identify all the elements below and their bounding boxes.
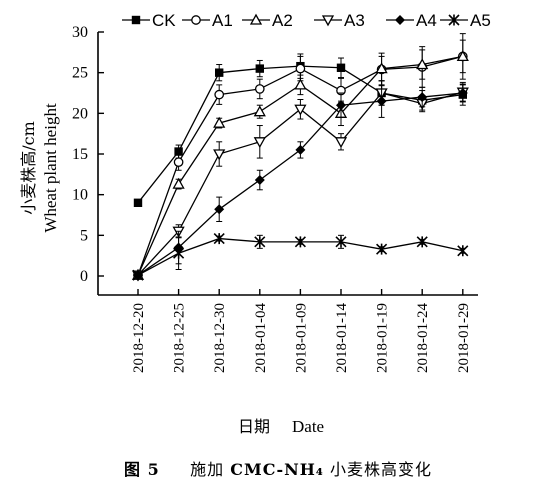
legend-label: A4: [416, 11, 437, 30]
x-tick-label: 2018-01-19: [375, 303, 391, 373]
series-a5: [132, 233, 469, 281]
y-axis-title-en: Wheat plant height: [41, 103, 60, 233]
point-a2: [172, 177, 185, 189]
legend-label: CK: [152, 11, 176, 30]
legend-item-a3: A3: [314, 11, 365, 30]
point-a2: [416, 58, 429, 70]
caption-prefix: 施加: [190, 460, 225, 479]
x-tick-label: 2018-12-25: [172, 303, 188, 373]
y-tick-label: 20: [72, 105, 88, 122]
x-tick-label: 2018-01-29: [456, 303, 472, 373]
point-a5: [173, 247, 185, 259]
x-axis-title: 日期 Date: [238, 417, 324, 436]
point-a2: [456, 50, 469, 62]
figure-number: 图 5: [124, 460, 160, 479]
point-a4: [417, 92, 428, 103]
point-a5: [254, 236, 266, 248]
y-tick-label: 0: [80, 268, 88, 285]
series-line-a4: [137, 92, 463, 276]
point-a3: [334, 137, 348, 149]
point-ck: [133, 198, 143, 207]
point-ck: [255, 64, 264, 73]
point-a1: [173, 157, 184, 167]
point-ck: [174, 147, 183, 156]
y-axis-title-cn: 小麦株高/cm: [19, 121, 38, 215]
y-ticks: 0 5 10 15 20 25 30: [72, 24, 104, 285]
y-tick-label: 25: [72, 65, 88, 82]
x-tick-label: 2018-12-20: [131, 303, 147, 373]
point-a4: [214, 204, 225, 215]
y-tick-label: 15: [72, 146, 88, 163]
series-line-a3: [137, 91, 463, 276]
point-ck: [336, 63, 346, 72]
point-a4: [457, 88, 468, 98]
point-a2: [253, 105, 266, 117]
legend-marker: [448, 14, 460, 26]
legend-marker: [131, 15, 141, 25]
legend-label: A2: [272, 11, 293, 30]
x-tick-label: 2018-01-09: [293, 303, 309, 373]
x-tick-label: 2018-12-30: [212, 303, 228, 373]
legend-label: A1: [212, 11, 233, 30]
point-a5: [294, 236, 306, 248]
y-axis-title: 小麦株高/cm Wheat plant height: [19, 103, 60, 233]
figure-caption: 图 5 施加 CMC-NH₄ 小麦株高变化: [0, 456, 556, 480]
series-a3: [131, 80, 469, 282]
point-a5: [132, 269, 144, 281]
legend-marker: [191, 15, 201, 25]
caption-chemical: CMC-NH₄: [230, 460, 324, 479]
point-a1: [295, 63, 306, 74]
point-a5: [335, 236, 347, 248]
y-tick-label: 30: [72, 24, 88, 41]
legend-item-a5: A5: [440, 11, 491, 30]
series-a4: [133, 84, 468, 281]
point-a2: [375, 62, 388, 74]
point-ck: [215, 68, 224, 77]
x-axis-title-cn: 日期: [238, 417, 270, 436]
point-a4: [254, 175, 265, 186]
legend-item-a2: A2: [242, 11, 293, 30]
y-tick-label: 5: [80, 227, 88, 244]
point-a4: [295, 144, 306, 155]
caption-suffix: 小麦株高变化: [329, 460, 432, 479]
x-ticks: 2018-12-20 2018-12-25 2018-12-30 2018-01-04…: [131, 289, 472, 373]
x-tick-label: 2018-01-24: [415, 303, 431, 373]
point-a3: [213, 149, 226, 161]
point-a5: [213, 233, 225, 245]
legend-marker: [321, 15, 335, 27]
legend-marker: [249, 13, 263, 25]
legend-item-ck: CK: [122, 11, 176, 30]
legend-marker: [395, 15, 405, 25]
point-a4: [376, 96, 387, 107]
x-tick-label: 2018-01-04: [253, 303, 269, 373]
legend-label: A3: [344, 11, 365, 30]
legend: CK A1 A2 A3 A4 A5: [122, 11, 491, 30]
point-a5: [376, 243, 388, 255]
point-a1: [214, 89, 225, 100]
x-axis-title-en: Date: [292, 417, 324, 436]
point-a1: [254, 84, 265, 94]
point-a5: [457, 245, 469, 257]
point-a4: [336, 100, 346, 111]
point-a2: [294, 78, 307, 90]
point-a3: [294, 104, 307, 116]
legend-item-a1: A1: [182, 11, 233, 30]
legend-label: A5: [470, 11, 491, 30]
point-a5: [416, 236, 428, 248]
series-group: [131, 33, 469, 282]
point-a2: [213, 116, 226, 128]
point-a3: [253, 137, 266, 149]
x-tick-label: 2018-01-14: [334, 303, 350, 373]
y-tick-label: 10: [72, 187, 88, 204]
axes: [97, 32, 478, 296]
legend-item-a4: A4: [386, 11, 437, 30]
